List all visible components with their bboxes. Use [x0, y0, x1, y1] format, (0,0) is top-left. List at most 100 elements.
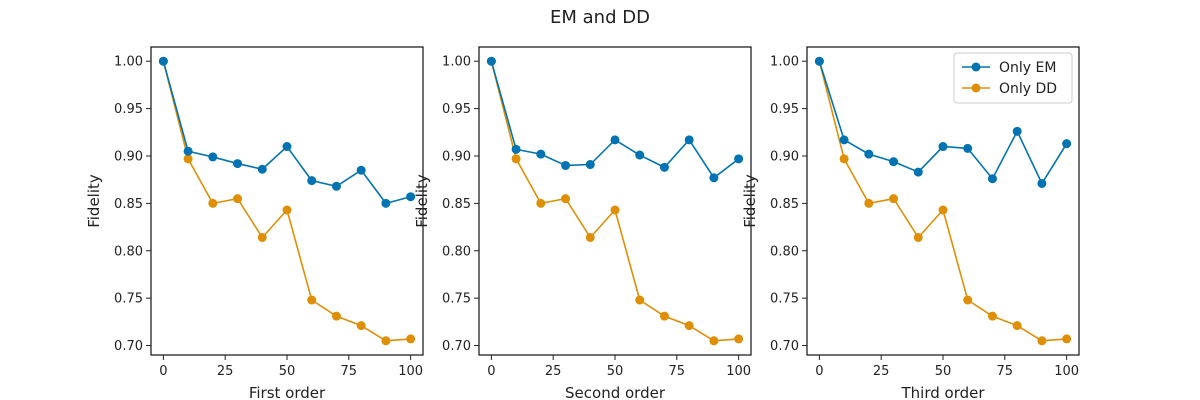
data-point — [536, 149, 546, 159]
series-line-only-em — [490, 61, 740, 179]
data-point — [839, 154, 849, 164]
x-tick-label: 75 — [669, 364, 686, 379]
chart-panel-3: 0.70 0.75 0.80 0.85 0.90 0.95 1.00 0 25 50 75 100 Th… — [741, 46, 1080, 400]
x-tick-label: 100 — [1054, 364, 1079, 379]
data-point — [734, 334, 744, 344]
series-line-only-dd — [162, 61, 411, 342]
figure-title: EM and DD — [550, 7, 650, 28]
legend-box — [953, 52, 1073, 104]
legend-label: Only DD — [999, 81, 1057, 97]
y-tick-label: 0.80 — [442, 244, 471, 259]
data-point — [913, 232, 923, 242]
data-point — [963, 295, 973, 305]
data-point — [183, 154, 193, 164]
y-tick-label: 0.95 — [114, 102, 143, 117]
data-point — [1012, 321, 1022, 331]
data-point — [659, 162, 669, 172]
data-point — [208, 152, 218, 162]
y-tick-label: 0.90 — [770, 149, 799, 164]
x-tick-label: 50 — [607, 364, 624, 379]
data-point — [233, 194, 243, 204]
data-point — [585, 232, 595, 242]
legend-marker — [971, 83, 981, 93]
plot-frame — [806, 46, 1080, 356]
y-tick-label: 1.00 — [114, 55, 143, 70]
data-point — [839, 135, 849, 145]
data-point — [561, 160, 571, 170]
y-tick-label: 0.80 — [114, 244, 143, 259]
data-point — [610, 135, 620, 145]
series-line-only-dd — [490, 61, 739, 342]
data-point — [356, 321, 366, 331]
data-point — [561, 194, 571, 204]
x-axis-label: First order — [249, 384, 326, 400]
data-point — [381, 198, 391, 208]
data-point — [938, 142, 948, 152]
data-point — [511, 144, 521, 154]
data-point — [307, 176, 317, 186]
legend-label: Only EM — [999, 60, 1056, 76]
data-point — [1037, 178, 1047, 188]
data-point — [257, 232, 267, 242]
data-point — [1062, 334, 1072, 344]
data-point — [257, 164, 267, 174]
data-point — [406, 334, 416, 344]
chart-panel-2: 0.70 0.75 0.80 0.85 0.90 0.95 1.00 0 25 50 75 100 Se… — [413, 46, 752, 400]
x-tick-label: 0 — [487, 364, 495, 379]
data-point — [987, 311, 997, 321]
y-tick-label: 0.90 — [114, 149, 143, 164]
x-tick-label: 25 — [545, 364, 562, 379]
data-point — [1037, 336, 1047, 346]
plot-frame — [150, 46, 424, 356]
data-point — [734, 154, 744, 164]
chart-panel-1: 0.70 0.75 0.80 0.85 0.90 0.95 1.00 0 25 50 75 100 Fi… — [85, 46, 424, 400]
y-tick-label: 0.75 — [442, 292, 471, 307]
data-point — [233, 159, 243, 169]
x-tick-label: 75 — [341, 364, 358, 379]
data-point — [635, 295, 645, 305]
x-tick-label: 0 — [815, 364, 823, 379]
y-tick-label: 0.90 — [442, 149, 471, 164]
y-tick-label: 0.70 — [770, 339, 799, 354]
data-point — [610, 205, 620, 215]
x-tick-label: 50 — [935, 364, 952, 379]
data-point — [659, 311, 669, 321]
y-axis-label: Fidelity — [85, 174, 103, 228]
data-point — [158, 56, 168, 66]
data-point — [913, 167, 923, 177]
data-point — [536, 198, 546, 208]
data-point — [814, 56, 824, 66]
data-point — [331, 311, 341, 321]
data-point — [864, 149, 874, 159]
y-tick-label: 0.85 — [770, 197, 799, 212]
data-point — [585, 160, 595, 170]
data-point — [406, 192, 416, 202]
data-point — [1062, 139, 1072, 149]
x-axis-label: Second order — [565, 384, 666, 400]
data-point — [709, 336, 719, 346]
x-tick-label: 100 — [398, 364, 423, 379]
data-point — [963, 143, 973, 153]
y-axis-label: Fidelity — [741, 174, 759, 228]
y-tick-label: 0.70 — [114, 339, 143, 354]
x-tick-label: 0 — [159, 364, 167, 379]
y-tick-label: 0.85 — [442, 197, 471, 212]
data-point — [684, 321, 694, 331]
data-point — [709, 173, 719, 183]
data-point — [938, 205, 948, 215]
y-tick-label: 0.75 — [114, 292, 143, 307]
data-point — [356, 165, 366, 175]
y-tick-label: 0.70 — [442, 339, 471, 354]
y-tick-label: 0.95 — [770, 102, 799, 117]
data-point — [183, 146, 193, 156]
y-tick-label: 0.85 — [114, 197, 143, 212]
data-point — [486, 56, 496, 66]
y-axis-label: Fidelity — [413, 174, 431, 228]
chart-panels: 0.70 0.75 0.80 0.85 0.90 0.95 1.00 0 25 50 75 100 Fi… — [85, 46, 1080, 400]
plot-frame — [478, 46, 752, 356]
data-point — [282, 142, 292, 152]
x-axis-label: Third order — [900, 384, 985, 400]
x-tick-label: 75 — [997, 364, 1014, 379]
data-point — [987, 174, 997, 184]
